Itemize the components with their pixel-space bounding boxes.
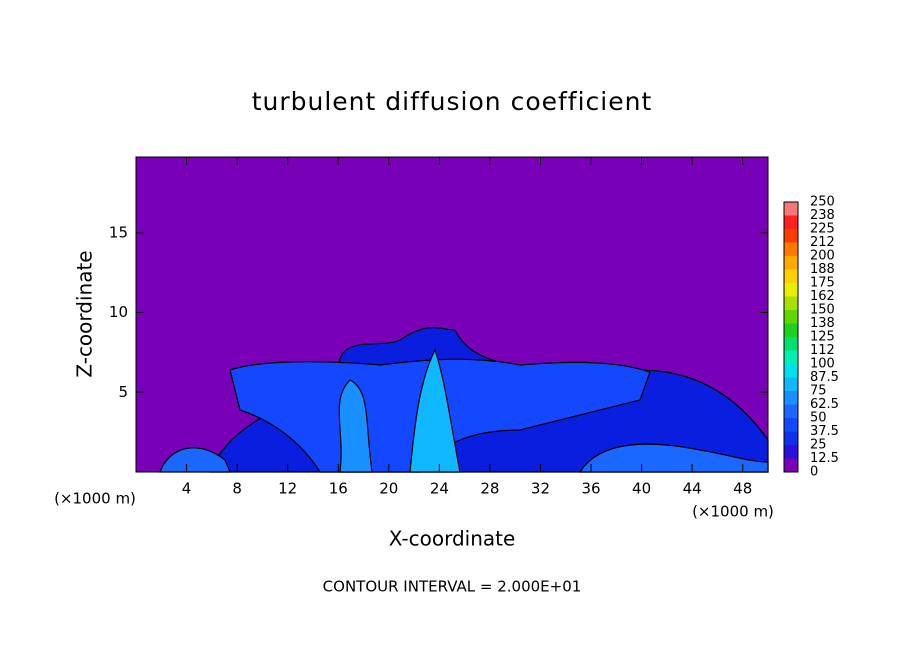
x-tick-label: 16 [329, 480, 348, 498]
colorbar-bin [784, 431, 798, 445]
x-tick-label: 28 [480, 480, 499, 498]
colorbar-bin [784, 445, 798, 459]
x-tick-label: 44 [683, 480, 702, 498]
colorbar-label: 238 [810, 208, 835, 223]
colorbar-label: 250 [810, 195, 835, 210]
x-tick-label: 48 [733, 480, 752, 498]
colorbar-bin [784, 337, 798, 351]
colorbar-bin [784, 229, 798, 243]
colorbar-bin [784, 296, 798, 310]
x-tick-label: 20 [379, 480, 398, 498]
colorbar-bin [784, 269, 798, 283]
colorbar-bin [784, 323, 798, 337]
colorbar-label: 175 [810, 276, 835, 291]
colorbar-label: 125 [810, 330, 835, 345]
x-tick-label: 24 [430, 480, 449, 498]
y-tick-label: 5 [118, 383, 128, 401]
colorbar-bin [784, 418, 798, 432]
x-tick-label: 32 [531, 480, 550, 498]
colorbar-bin [784, 391, 798, 405]
colorbar-label: 62.5 [810, 397, 839, 412]
colorbar-bin [784, 215, 798, 229]
colorbar-label: 25 [810, 438, 827, 453]
x-axis-label: X-coordinate [389, 527, 516, 551]
y-tick-label: 10 [109, 303, 128, 321]
colorbar-bin [784, 377, 798, 391]
plot-frame [135, 156, 769, 473]
colorbar-bin [784, 242, 798, 256]
x-tick-label: 8 [232, 480, 242, 498]
colorbar-label: 75 [810, 384, 827, 399]
colorbar-bin [784, 283, 798, 297]
colorbar-label: 162 [810, 289, 835, 304]
x-tick-label: 12 [278, 480, 297, 498]
colorbar-bin [784, 350, 798, 364]
colorbar-label: 200 [810, 249, 835, 264]
colorbar-label: 188 [810, 262, 835, 277]
colorbar-label: 112 [810, 343, 835, 358]
colorbar-label: 100 [810, 357, 835, 372]
colorbar-label: 0 [810, 465, 818, 480]
field [159, 326, 769, 473]
colorbar-bin [784, 310, 798, 324]
colorbar-label: 138 [810, 316, 835, 331]
colorbar-label: 150 [810, 303, 835, 318]
x-tick-label: 36 [581, 480, 600, 498]
colorbar-bin [784, 256, 798, 270]
colorbar-frame [783, 201, 799, 473]
colorbar-bin [784, 364, 798, 378]
x-unit-label: (×1000 m) [692, 503, 774, 521]
colorbar-label: 212 [810, 235, 835, 250]
field-region [338, 379, 373, 473]
y-unit-label: (×1000 m) [54, 490, 136, 508]
y-tick-label: 15 [109, 223, 128, 241]
colorbar-label: 225 [810, 222, 835, 237]
y-axis-label: Z-coordinate [73, 250, 97, 377]
colorbar-label: 50 [810, 411, 827, 426]
colorbar-bin [784, 404, 798, 418]
colorbar-label: 37.5 [810, 424, 839, 439]
colorbar-bin [784, 458, 798, 472]
field-region [159, 447, 231, 473]
x-tick-label: 40 [632, 480, 651, 498]
chart-title: turbulent diffusion coefficient [252, 87, 653, 116]
colorbar-label: 87.5 [810, 370, 839, 385]
field-region [578, 443, 769, 473]
colorbar-bin [784, 202, 798, 216]
field-region [409, 348, 461, 473]
colorbar-label: 12.5 [810, 451, 839, 466]
x-tick-label: 4 [182, 480, 192, 498]
footnote: CONTOUR INTERVAL = 2.000E+01 [323, 578, 582, 596]
